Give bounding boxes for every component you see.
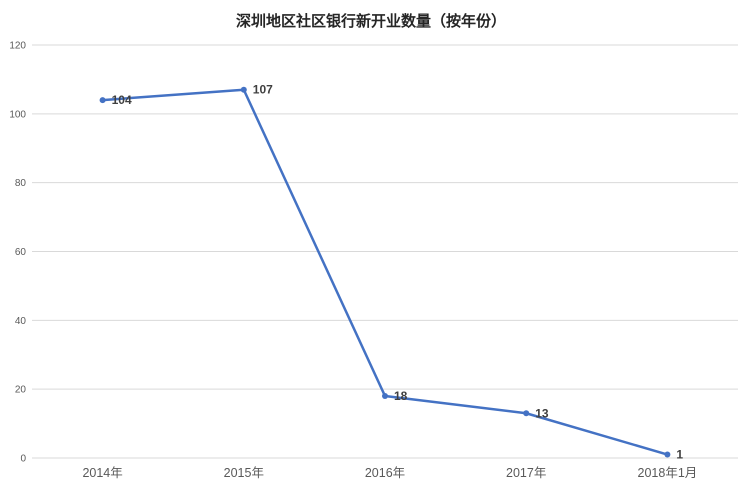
data-point-marker	[99, 97, 106, 104]
x-axis-category-label: 2016年	[365, 466, 405, 480]
series-line-group	[99, 86, 671, 458]
y-axis-tick-label: 40	[15, 316, 27, 327]
data-point-marker	[664, 451, 671, 458]
y-axis-labels-group: 0 20 40 60 80 100 120	[9, 41, 26, 465]
data-label: 18	[394, 389, 408, 403]
x-axis-category-label: 2017年	[506, 466, 546, 480]
data-labels-group: 104 107 18 13 1	[112, 83, 684, 462]
data-label: 1	[676, 448, 683, 462]
data-label: 13	[535, 406, 549, 420]
x-axis-category-label: 2018年1月	[638, 466, 698, 480]
x-axis-labels-group: 2014年 2015年 2016年 2017年 2018年1月	[82, 466, 697, 480]
data-label: 104	[112, 93, 132, 107]
y-axis-tick-label: 0	[20, 454, 26, 465]
data-point-marker	[523, 410, 530, 417]
y-axis-tick-label: 80	[15, 178, 27, 189]
series-line	[101, 88, 669, 456]
data-label: 107	[253, 83, 273, 97]
y-axis-tick-label: 20	[15, 385, 27, 396]
y-axis-tick-label: 100	[9, 109, 26, 120]
data-point-marker	[382, 393, 388, 400]
data-point-marker	[240, 86, 247, 93]
y-axis-tick-label: 120	[9, 41, 26, 52]
x-axis-category-label: 2015年	[224, 466, 264, 480]
gridlines-group	[32, 44, 738, 459]
x-axis-category-label: 2014年	[82, 466, 122, 480]
chart-title: 深圳地区社区银行新开业数量（按年份）	[236, 12, 506, 30]
y-axis-tick-label: 60	[15, 247, 27, 258]
